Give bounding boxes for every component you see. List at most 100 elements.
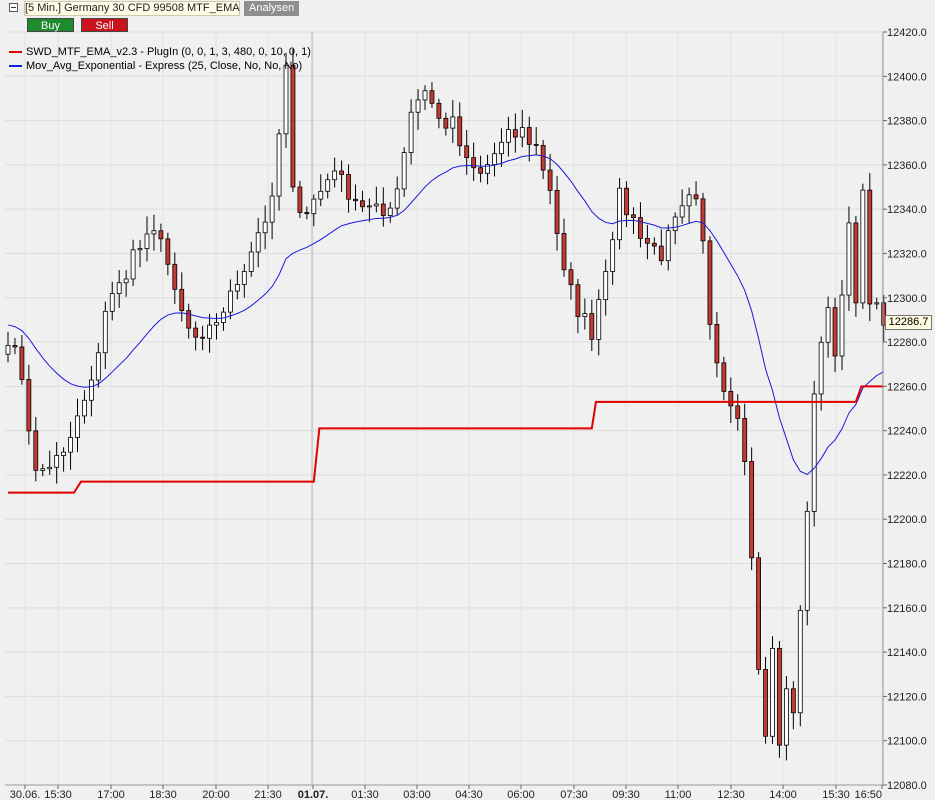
collapse-icon[interactable] — [9, 3, 18, 12]
candle-body — [179, 288, 185, 312]
candle-body — [234, 284, 240, 292]
candle-body — [116, 282, 122, 295]
candle-body — [471, 157, 477, 169]
candle-body — [123, 278, 129, 284]
chart-title: [5 Min.] Germany 30 CFD 99508 MTF_EMA — [25, 2, 240, 14]
y-tick-label: 12220.0 — [887, 470, 927, 482]
candle-body — [311, 198, 317, 215]
plot-background — [5, 32, 883, 785]
y-tick-label: 12320.0 — [887, 248, 927, 260]
candle-body — [589, 313, 595, 340]
candle-body — [742, 418, 748, 462]
candle-body — [721, 362, 727, 392]
chart-header: [5 Min.] Germany 30 CFD 99508 MTF_EMA An… — [0, 0, 935, 18]
x-tick-label: 06:00 — [507, 789, 535, 800]
y-tick-label: 12180.0 — [887, 559, 927, 571]
y-axis: 12080.0 12100.0 12120.0 12140.0 12160.0 12180… — [883, 27, 927, 792]
candle-body — [172, 263, 178, 290]
x-tick-label: 15:30 — [44, 789, 72, 800]
candle-body — [61, 451, 66, 456]
candle-body — [700, 198, 706, 242]
legend-label-mtf: SWD_MTF_EMA_v2.3 - PlugIn (0, 0, 1, 3, 4… — [26, 46, 311, 58]
candle-body — [526, 127, 532, 145]
x-tick-label: 15:30 — [822, 789, 850, 800]
candle-body — [318, 190, 324, 200]
candle-body — [283, 64, 289, 135]
candle-body — [707, 240, 713, 325]
x-tick-label: 09:30 — [612, 789, 640, 800]
candle-body — [443, 117, 449, 129]
candlestick-series — [5, 48, 887, 761]
candle-body — [853, 222, 859, 304]
x-tick-label: 04:30 — [455, 789, 483, 800]
candle-body — [596, 299, 602, 340]
y-tick-label: 12120.0 — [887, 691, 927, 703]
x-tick-label: 16:50 — [854, 789, 882, 800]
candle-body — [276, 133, 282, 197]
candle-body — [610, 239, 616, 272]
analysen-button[interactable]: Analysen — [244, 1, 300, 16]
y-tick-label: 12280.0 — [887, 337, 927, 349]
y-tick-label: 12380.0 — [887, 116, 927, 128]
candle-body — [811, 393, 817, 512]
y-tick-label: 12100.0 — [887, 736, 927, 748]
title-box — [24, 1, 240, 16]
candle-body — [401, 152, 407, 190]
candle-body — [617, 187, 622, 241]
candle-body — [499, 141, 504, 155]
x-tick-label: 21:30 — [254, 789, 282, 800]
candle-body — [82, 399, 87, 417]
candle-body — [735, 405, 741, 419]
candle-body — [839, 294, 845, 357]
candle-body — [846, 222, 852, 296]
candle-body — [325, 179, 331, 192]
grid-lines — [5, 31, 883, 786]
candle-body — [672, 216, 678, 232]
y-tick-label: 12300.0 — [887, 293, 927, 305]
candle-body — [360, 200, 365, 208]
x-tick-label: 03:00 — [403, 789, 431, 800]
candle-body — [512, 129, 518, 138]
x-tick-label: 18:30 — [149, 789, 177, 800]
candle-body — [777, 647, 782, 746]
candle-body — [248, 251, 254, 272]
y-tick-label: 12200.0 — [887, 514, 927, 526]
candle-body — [193, 327, 199, 338]
candle-body — [165, 238, 171, 265]
candle-body — [693, 194, 699, 200]
buy-button[interactable]: Buy — [27, 18, 74, 32]
x-tick-label: 07:30 — [560, 789, 588, 800]
y-tick-label: 12400.0 — [887, 71, 927, 83]
candle-body — [603, 271, 609, 301]
x-axis: 30.06. 15:30 17:00 18:30 20:00 21:30 01.07. 01:… — [10, 785, 883, 800]
candle-body — [867, 189, 873, 305]
candle-body — [26, 379, 32, 432]
candle-body — [457, 116, 463, 147]
candle-body — [818, 341, 824, 395]
candle-body — [658, 245, 664, 262]
candle-body — [547, 169, 553, 191]
y-tick-label: 12080.0 — [887, 780, 927, 792]
candle-body — [137, 248, 143, 251]
y-tick-label: 12340.0 — [887, 204, 927, 216]
candle-body — [262, 221, 268, 234]
mtf-step-line — [8, 385, 884, 494]
sell-button[interactable]: Sell — [81, 18, 128, 32]
candle-body — [429, 90, 435, 104]
y-tick-label: 12260.0 — [887, 381, 927, 393]
candle-body — [40, 468, 46, 471]
candle-body — [561, 233, 567, 271]
candle-body — [158, 230, 164, 240]
x-tick-label: 01.07. — [298, 789, 329, 800]
candle-body — [151, 230, 157, 235]
candle-body — [346, 174, 351, 200]
candle-body — [207, 324, 212, 339]
candle-body — [665, 230, 671, 262]
candle-body — [631, 214, 636, 219]
candle-body — [874, 302, 880, 305]
legend-label-ema: Mov_Avg_Exponential - Express (25, Close… — [26, 60, 303, 72]
candle-body — [686, 194, 692, 207]
candle-body — [624, 187, 629, 216]
candle-body — [394, 188, 400, 209]
